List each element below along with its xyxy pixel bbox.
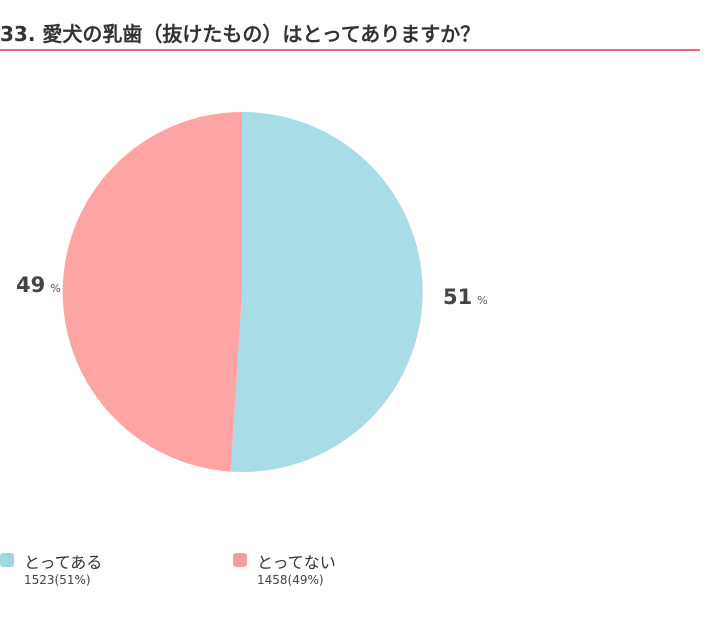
legend-swatch <box>0 553 14 567</box>
legend-count: 1458(49%) <box>257 573 324 587</box>
title-underline <box>0 49 700 51</box>
legend-label: とってある <box>24 553 103 572</box>
pct-label-totte-aru: 51% <box>443 285 488 309</box>
pie-slice-totte-aru[interactable] <box>230 111 423 472</box>
pct-unit: % <box>50 282 61 295</box>
legend-label: とってない <box>257 553 336 572</box>
legend-count: 1523(51%) <box>24 573 91 587</box>
legend-swatch <box>233 553 247 567</box>
pct-value: 51 <box>443 285 473 309</box>
pct-label-totte-nai: 49% <box>16 273 61 297</box>
chart-title: 33. 愛犬の乳歯（抜けたもの）はとってありますか？ <box>0 22 481 46</box>
pct-unit: % <box>477 294 488 307</box>
pct-value: 49 <box>16 273 46 297</box>
pie-slice-totte-nai[interactable] <box>62 112 242 472</box>
